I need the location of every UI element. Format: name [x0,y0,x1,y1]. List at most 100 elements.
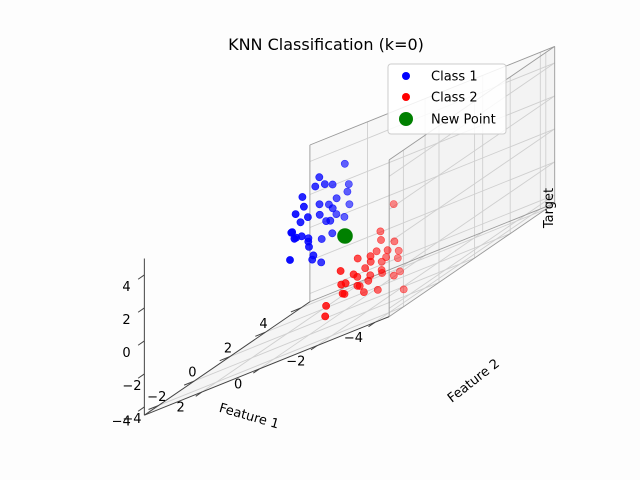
grid-line-y-floor [158,306,404,406]
class-1-point [332,194,341,203]
z-axis-label: Target [542,188,557,229]
grid-line-z-back [309,161,555,261]
pane-edge [309,202,555,303]
z-tick-mark [137,340,145,346]
x-axis-label: Feature 1 [217,401,280,432]
class-1-point [286,256,294,264]
x-tick-mark [310,345,318,351]
grid-line-z-side [388,95,555,210]
class-2-point [361,264,370,272]
z-tick-label: 0 [122,346,130,361]
class-1-point [343,187,352,196]
class-2-point [372,247,381,256]
class-1-point [315,210,324,219]
y-tick-mark [255,331,266,337]
class-1-point [291,210,300,218]
class-1-point [328,204,337,213]
class-2-point [366,252,375,261]
y-tick-mark [219,356,230,362]
class-1-point [315,173,324,182]
class-2-point [336,267,345,275]
class-2-point [353,254,362,263]
class-2-point [390,237,399,246]
z-tick-mark [137,373,145,379]
class-1-point [320,180,329,188]
class-1-point [345,200,354,209]
grid-line-z-side [388,128,555,243]
y-tick-label: −4 [112,415,131,430]
class-2-point [389,271,398,280]
legend-box [387,63,507,135]
class-1-point [298,193,307,201]
class-2-point [322,301,330,310]
x-axis-line [144,316,390,416]
class-2-point [337,280,346,289]
class-1-point [315,200,324,209]
legend-label-class-2: Class 2 [431,91,478,106]
x-tick-label: −2 [286,354,305,369]
class-1-point [340,159,349,168]
class-1-point [304,237,313,246]
data-points [286,159,408,321]
class-2-point [394,246,403,255]
class-1-point [332,210,341,218]
x-tick-mark [368,321,376,328]
class-1-point [326,216,335,225]
x-tick-mark [195,391,203,397]
y-tick-mark [290,307,302,313]
class-2-point [373,285,382,294]
y-tick-label: 0 [188,366,196,381]
class-2-point [389,200,398,208]
class-1-point [344,180,353,188]
class-2-point [396,267,404,276]
y-tick-mark [183,380,195,386]
pane-floor-xy [144,203,555,416]
grid-line-z-back [309,194,555,294]
y-tick-label: 2 [224,341,232,356]
class-1-point [290,234,299,243]
class-1-point [317,235,326,243]
class-1-point [303,213,312,221]
y-tick-mark [148,404,159,410]
z-tick-mark [137,307,145,313]
class-1-point [309,251,318,260]
y-axis-label: Feature 2 [445,356,503,406]
tick-labels: −4 −2 0 2 −4 −2 0 2 4 −4 −2 0 2 4 [112,274,376,430]
class-2-point [338,289,347,298]
class-2-point [377,236,385,244]
class-2-point [321,312,330,321]
class-1-point [317,258,326,267]
class-1-point [296,218,305,227]
new-point-marker [337,228,353,244]
pane-left-yz [389,46,555,317]
z-tick-mark [137,406,145,412]
legend-marker-new-point [399,112,413,126]
class-2-point [353,281,362,290]
grid-line-z-back [309,95,555,195]
class-1-point [340,212,349,221]
grid-line-x-floor [374,208,541,323]
chart-title: KNN Classification (k=0) [228,35,424,54]
z-tick-mark [137,274,145,280]
z-tick-label: −4 [122,412,141,427]
class-1-point [328,229,337,238]
z-tick-label: 4 [122,280,130,295]
class-2-point [399,285,408,294]
x-tick-label: 2 [176,401,184,416]
legend-marker-class-2 [402,93,410,101]
z-tick-label: 2 [122,313,130,328]
pane-edge [388,202,555,317]
class-2-point [359,288,368,296]
class-1-point [328,180,337,189]
x-tick-label: 0 [234,377,242,392]
class-2-point [376,227,385,236]
z-tick-label: −2 [122,379,141,394]
class-2-point [393,254,402,262]
legend-label-class-1: Class 1 [431,70,478,85]
class-2-point [364,276,373,285]
class-2-point [377,257,386,266]
legend-marker-class-1 [402,72,410,80]
y-tick-label: −2 [147,390,166,405]
